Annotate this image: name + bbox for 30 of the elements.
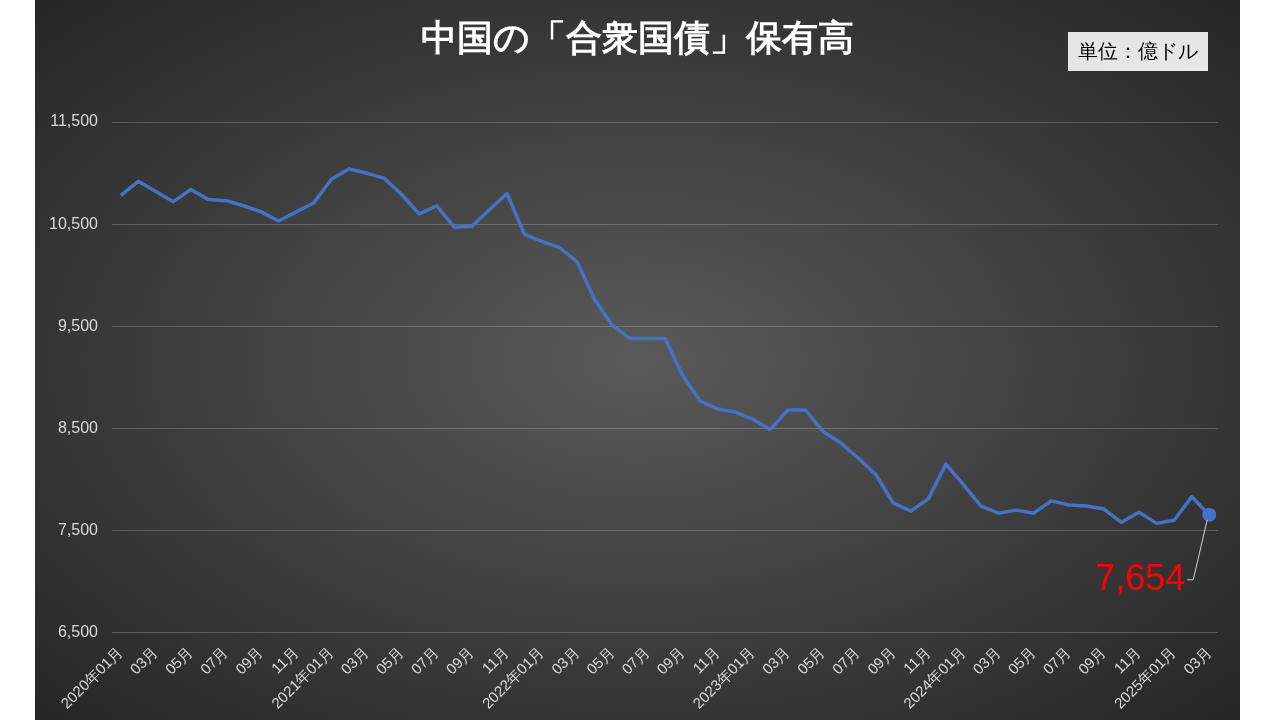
- x-tick-label: 03月: [758, 643, 793, 678]
- x-tick-label: 05月: [1004, 643, 1039, 678]
- x-tick-label: 09月: [231, 643, 267, 678]
- y-tick-label: 9,500: [57, 316, 99, 334]
- x-tick-label: 03月: [547, 643, 583, 678]
- y-tick-label: 6,500: [57, 623, 99, 641]
- x-tick-label: 07月: [407, 643, 442, 678]
- x-tick-label: 03月: [126, 643, 161, 678]
- y-tick-label: 11,500: [50, 112, 99, 130]
- y-tick-label: 7,500: [57, 520, 99, 538]
- chart-title: 中国の「合衆国債」保有高: [421, 17, 854, 58]
- x-tick-label: 05月: [161, 643, 196, 678]
- data-label: 7,654: [1095, 556, 1186, 598]
- x-tick-label: 05月: [793, 643, 829, 678]
- x-tick-label: 09月: [653, 643, 688, 678]
- x-tick-label: 03月: [1179, 643, 1215, 678]
- y-tick-label: 8,500: [57, 418, 99, 436]
- x-tick-label: 07月: [1039, 643, 1074, 678]
- x-tick-label: 03月: [337, 643, 372, 678]
- text: 単位：億ドル: [1068, 32, 1208, 71]
- x-tick-label: 07月: [618, 643, 653, 678]
- x-tick-label: 09月: [863, 643, 899, 678]
- x-tick-label: 03月: [969, 643, 1004, 678]
- x-tick-label: 05月: [582, 643, 618, 678]
- x-tick-label: 07月: [196, 643, 232, 678]
- x-tick-label: 07月: [828, 643, 864, 678]
- x-tick-label: 09月: [1074, 643, 1109, 678]
- x-tick-label: 09月: [442, 643, 477, 678]
- y-tick-label: 10,500: [49, 214, 99, 232]
- x-tick-label: 05月: [372, 643, 407, 678]
